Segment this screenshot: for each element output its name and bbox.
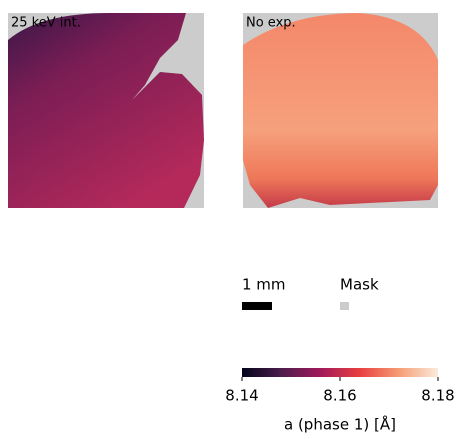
tick-label: 8.16 — [323, 387, 356, 405]
colorbar — [242, 368, 438, 377]
colorbar-label: a (phase 1) [Å] — [284, 415, 396, 434]
panel-1: 25 keV int. — [8, 13, 204, 208]
map-image — [8, 13, 204, 208]
scale-bar — [242, 302, 272, 310]
tick-label: 8.14 — [225, 387, 258, 405]
panel-2: No exp. — [243, 13, 438, 208]
tick-label: 8.18 — [421, 387, 454, 405]
map-image — [243, 13, 438, 208]
panel-title: 25 keV int. — [11, 16, 81, 31]
mask-swatch — [340, 302, 349, 310]
scale-bar-label: 1 mm — [242, 276, 286, 294]
panel-title: No exp. — [246, 16, 296, 31]
mask-label: Mask — [340, 276, 379, 294]
